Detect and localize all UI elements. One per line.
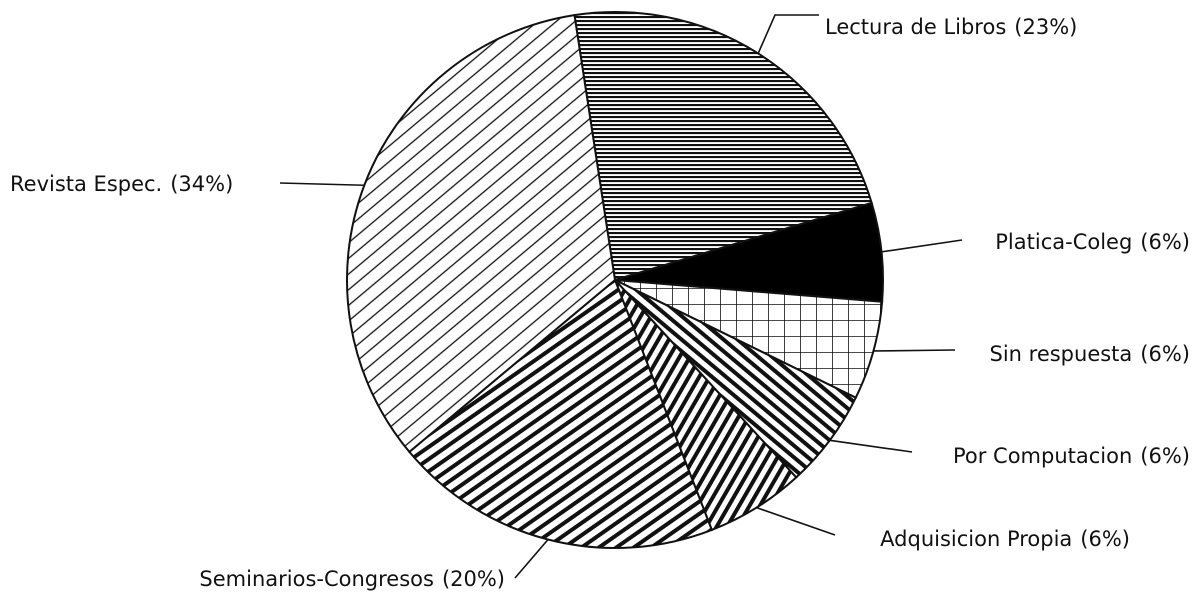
category-label: Seminarios-Congresos [199, 567, 434, 591]
pie-slice [407, 278, 714, 549]
slice-label: Platica-Coleg (6%) [995, 230, 1190, 254]
category-label: Por Computacion [953, 444, 1132, 468]
leader-line [514, 538, 549, 579]
leader-line [873, 349, 956, 352]
category-label: Platica-Coleg [995, 230, 1132, 254]
pie-slice [573, 11, 873, 282]
slice-label: Por Computacion (6%) [953, 444, 1190, 468]
leader-line [829, 439, 913, 453]
value-label: (6%) [1140, 230, 1190, 254]
leader-line [757, 14, 819, 54]
category-label: Sin respuesta [990, 342, 1133, 366]
category-label: Lectura de Libros [825, 15, 1006, 39]
slice-label: Revista Espec. (34%) [10, 172, 233, 196]
leader-line [279, 182, 365, 187]
slice-label: Seminarios-Congresos (20%) [199, 567, 505, 591]
value-label: (6%) [1140, 444, 1190, 468]
slice-label: Adquisicion Propia (6%) [880, 527, 1130, 551]
value-label: (34%) [170, 172, 233, 196]
slice-label: Sin respuesta (6%) [990, 342, 1191, 366]
value-label: (23%) [1014, 15, 1077, 39]
category-label: Adquisicion Propia [880, 527, 1072, 551]
category-label: Revista Espec. [10, 172, 162, 196]
slice-label: Lectura de Libros (23%) [825, 15, 1077, 39]
value-label: (6%) [1080, 527, 1130, 551]
value-label: (6%) [1140, 342, 1190, 366]
leader-line [756, 506, 836, 536]
leader-line [881, 239, 963, 253]
value-label: (20%) [442, 567, 505, 591]
